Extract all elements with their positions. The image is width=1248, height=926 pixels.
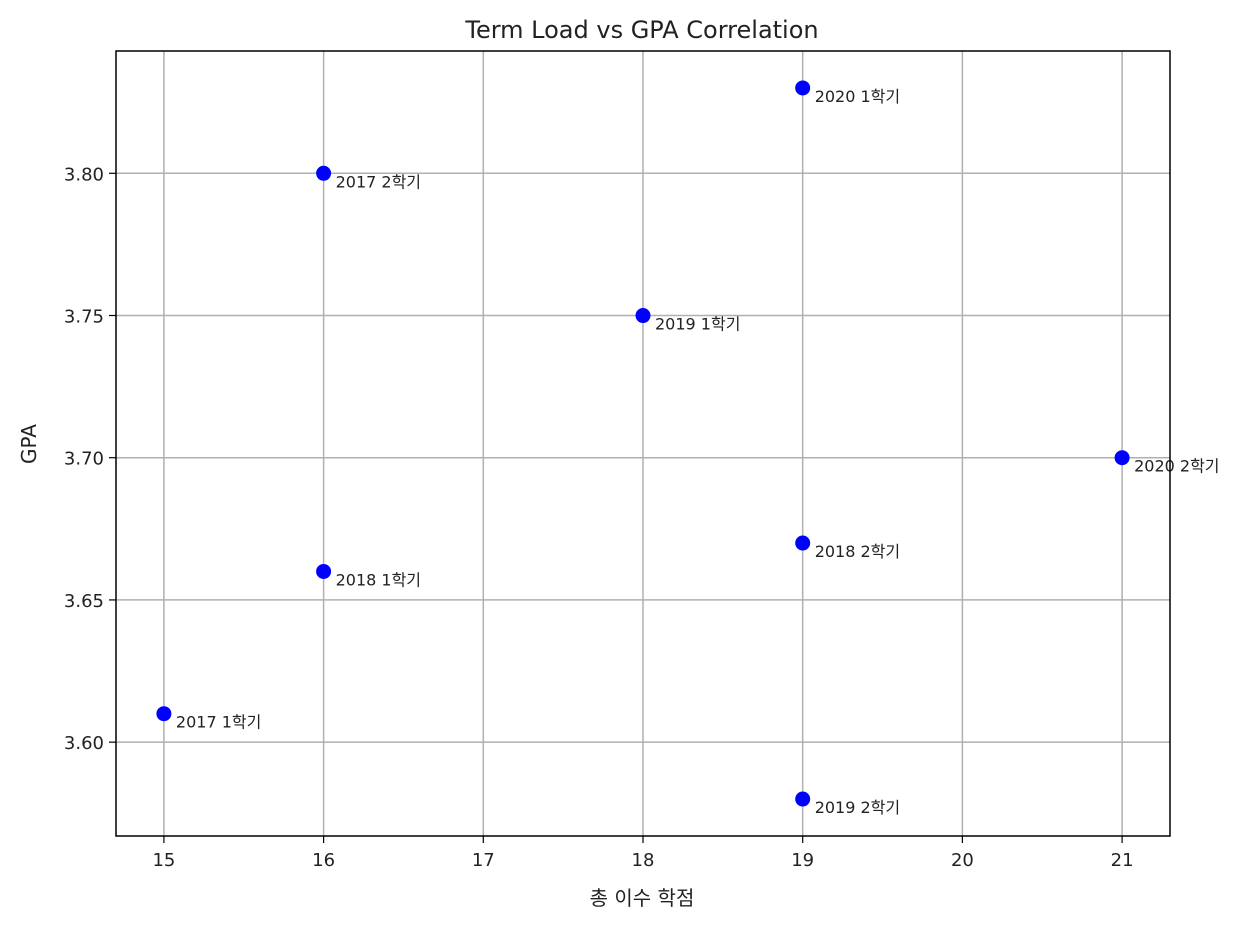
point-label: 2019 2학기 <box>815 798 900 817</box>
point-label: 2020 1학기 <box>815 87 900 106</box>
data-point <box>316 165 332 181</box>
y-tick-label: 3.80 <box>64 164 104 185</box>
y-tick-label: 3.65 <box>64 591 104 612</box>
x-tick-label: 16 <box>312 850 335 871</box>
data-point <box>1114 450 1130 466</box>
x-tick-label: 19 <box>791 850 814 871</box>
data-point <box>795 791 811 807</box>
x-tick-label: 20 <box>951 850 974 871</box>
x-tick-label: 15 <box>152 850 175 871</box>
x-tick-label: 17 <box>472 850 495 871</box>
x-axis-ticks: 15 16 17 18 19 20 21 <box>152 836 1134 871</box>
point-label: 2020 2학기 <box>1134 457 1219 476</box>
data-point <box>795 535 811 551</box>
data-point <box>795 80 811 96</box>
chart-title: Term Load vs GPA Correlation <box>464 16 818 44</box>
data-point <box>156 706 172 722</box>
y-tick-label: 3.75 <box>64 307 104 328</box>
point-label: 2018 1학기 <box>336 570 421 589</box>
grid-lines <box>116 51 1170 836</box>
y-tick-label: 3.70 <box>64 449 104 470</box>
point-label: 2018 2학기 <box>815 542 900 561</box>
point-label: 2017 1학기 <box>176 713 261 732</box>
data-points: 2017 1학기 2017 2학기 2018 1학기 2018 2학기 2019 1학기… <box>156 80 1220 817</box>
y-axis-ticks: 3.60 3.65 3.70 3.75 3.80 <box>64 164 116 754</box>
y-axis-label: GPA <box>17 424 41 464</box>
x-axis-label: 총 이수 학점 <box>590 886 695 910</box>
data-point <box>635 308 651 324</box>
point-label: 2019 1학기 <box>655 315 740 334</box>
x-tick-label: 21 <box>1111 850 1134 871</box>
y-tick-label: 3.60 <box>64 733 104 754</box>
data-point <box>316 563 332 579</box>
x-tick-label: 18 <box>632 850 655 871</box>
point-label: 2017 2학기 <box>336 172 421 191</box>
